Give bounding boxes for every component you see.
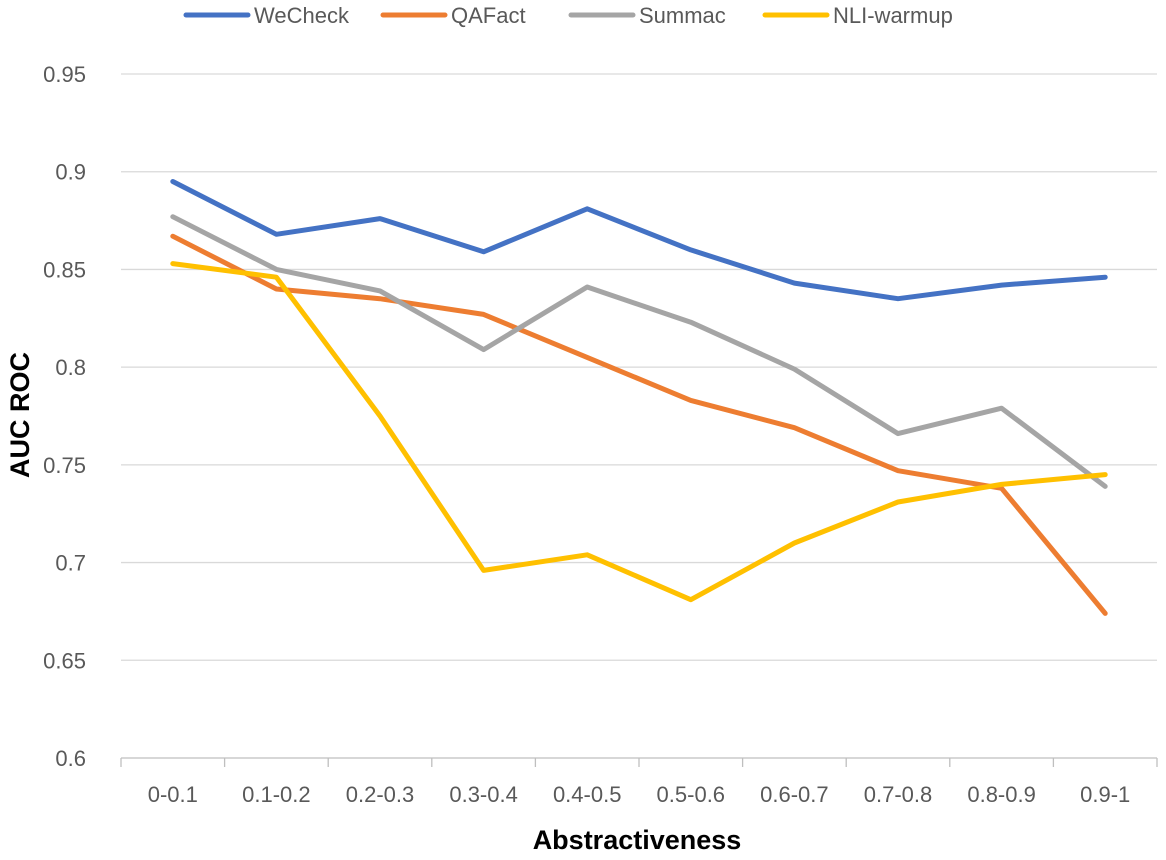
- y-tick-label: 0.75: [43, 453, 86, 478]
- y-tick-label: 0.9: [55, 160, 86, 185]
- series-line-qafact: [170, 233, 1108, 616]
- series-line-summac: [170, 214, 1108, 489]
- x-tick-label: 0.1-0.2: [242, 782, 311, 807]
- y-tick-label: 0.7: [55, 551, 86, 576]
- legend-label-summac: Summac: [639, 3, 726, 28]
- x-tick-label: 0.5-0.6: [657, 782, 726, 807]
- legend-label-wecheck: WeCheck: [254, 3, 350, 28]
- y-tick-label: 0.65: [43, 648, 86, 673]
- x-axis-title: Abstractiveness: [533, 825, 742, 855]
- y-tick-label: 0.95: [43, 62, 86, 87]
- x-tick-label: 0.4-0.5: [553, 782, 622, 807]
- series-line-nli-warmup: [170, 261, 1108, 603]
- y-tick-label: 0.85: [43, 257, 86, 282]
- y-tick-label: 0.8: [55, 355, 86, 380]
- x-tick-label: 0.6-0.7: [760, 782, 829, 807]
- legend-label-nli-warmup: NLI-warmup: [833, 3, 953, 28]
- y-axis-title: AUC ROC: [5, 352, 35, 478]
- x-tick-label: 0.7-0.8: [864, 782, 933, 807]
- x-tick-label: 0.3-0.4: [449, 782, 518, 807]
- gridlines: [121, 73, 1157, 661]
- series-line-wecheck: [170, 179, 1108, 302]
- series-lines: [170, 179, 1108, 616]
- legend: WeCheck QAFact Summac NLI-warmup: [183, 3, 953, 28]
- x-tick-label: 0-0.1: [148, 782, 198, 807]
- legend-label-qafact: QAFact: [451, 3, 526, 28]
- x-tick-label: 0.8-0.9: [967, 782, 1036, 807]
- y-tick-label: 0.6: [55, 746, 86, 771]
- axes: 0.6 0.65 0.7 0.75 0.8 0.85 0.9 0.95 0-0.1 0.1-0.2…: [43, 62, 1158, 807]
- x-tick-label: 0.9-1: [1080, 782, 1130, 807]
- x-tick-label: 0.2-0.3: [346, 782, 415, 807]
